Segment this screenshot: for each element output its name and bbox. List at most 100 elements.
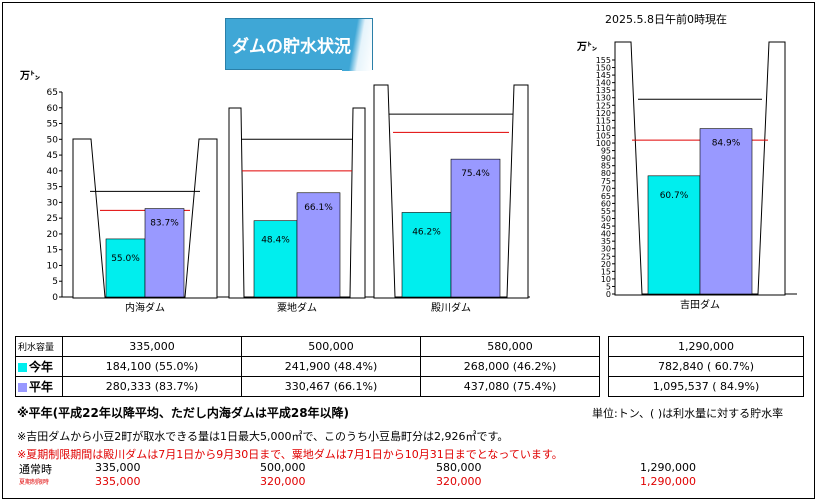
- y-tick-label: 0: [52, 293, 58, 303]
- x-category-label: 吉田ダム: [680, 298, 720, 311]
- page-curl-graphic: [342, 19, 372, 71]
- summer-label: 夏期制限時: [19, 479, 50, 486]
- y-tick-label: 5: [52, 277, 58, 287]
- normal-tonokawa: 580,000: [436, 461, 482, 474]
- y-tick-label: 30: [601, 245, 611, 254]
- bar-label-average: 66.1%: [304, 203, 333, 213]
- dam-wall-outline: [614, 41, 786, 296]
- y-tick-label: 0: [606, 290, 611, 299]
- bar-current: [401, 212, 452, 298]
- average-awachi: 330,467 (66.1%): [241, 376, 421, 397]
- y-tick-label: 45: [601, 222, 611, 231]
- capacity-tonokawa: 580,000: [420, 336, 600, 357]
- y-tick-label: 70: [601, 184, 611, 193]
- x-category-label: 粟地ダム: [277, 301, 317, 314]
- average-tonokawa: 437,080 (75.4%): [420, 376, 600, 397]
- row-label-average-text: 平年: [29, 380, 54, 394]
- bar-label-current: 48.4%: [261, 236, 290, 246]
- y-tick-label: 35: [47, 183, 58, 193]
- swatch-average: [18, 383, 27, 392]
- y-tick-label: 55: [47, 120, 58, 130]
- y-axis-label: 万㌧: [576, 41, 597, 53]
- chart-main-dams: 05101520253035404550556065万㌧55.0%83.7%内海…: [19, 41, 797, 314]
- y-tick-label: 20: [47, 230, 59, 240]
- bar-current: [105, 238, 146, 298]
- y-tick-label: 95: [601, 147, 611, 156]
- y-tick-label: 10: [47, 261, 59, 271]
- table-row-average-yoshida: 1,095,537 ( 84.9%): [608, 376, 804, 397]
- table-row-current-yoshida: 782,840 ( 60.7%): [608, 356, 804, 377]
- dam-wall-outline: [373, 84, 529, 299]
- y-tick-label: 90: [601, 154, 611, 163]
- y-tick-label: 100: [596, 139, 611, 148]
- row-label-capacity: 利水容量: [15, 336, 63, 357]
- row-label-average: 平年: [15, 376, 63, 397]
- y-tick-label: 35: [601, 237, 611, 246]
- y-axis-label: 万㌧: [19, 70, 40, 82]
- row-label-current: 今年: [15, 356, 63, 377]
- table-row-capacity-yoshida: 1,290,000: [608, 336, 804, 357]
- y-tick-label: 25: [47, 214, 58, 224]
- y-tick-label: 115: [596, 116, 611, 125]
- storage-table: 利水容量 335,000 500,000 580,000 今年 184,100 …: [15, 336, 600, 397]
- summer-uchinomi: 335,000: [95, 475, 141, 488]
- summer-awachi: 320,000: [260, 475, 306, 488]
- y-tick-label: 65: [601, 192, 611, 201]
- y-tick-label: 145: [596, 71, 611, 80]
- timestamp: 2025.5.8日午前0時現在: [605, 13, 727, 26]
- x-category-label: 内海ダム: [125, 301, 165, 314]
- bar-label-current: 55.0%: [111, 254, 140, 264]
- summer-yoshida: 1,290,000: [640, 475, 696, 488]
- y-tick-label: 15: [601, 267, 611, 276]
- normal-yoshida: 1,290,000: [640, 461, 696, 474]
- swatch-current: [18, 363, 27, 372]
- bar-label-average: 75.4%: [461, 169, 490, 179]
- y-tick-label: 110: [596, 124, 611, 133]
- unit-note: 単位:トン、( )は利水量に対する貯水率: [592, 407, 784, 420]
- bar-label-current: 46.2%: [412, 227, 441, 237]
- y-tick-label: 80: [601, 169, 611, 178]
- capacity-uchinomi: 335,000: [62, 336, 242, 357]
- current-awachi: 241,900 (48.4%): [241, 356, 421, 377]
- bar-average: [144, 208, 185, 298]
- note-average-definition: ※平年(平成22年以降平均、ただし内海ダムは平成28年以降): [17, 406, 350, 420]
- y-tick-label: 10: [601, 275, 611, 284]
- y-tick-label: 150: [596, 64, 611, 73]
- y-tick-label: 60: [601, 199, 611, 208]
- average-yoshida: 1,095,537 ( 84.9%): [608, 376, 804, 397]
- y-tick-label: 45: [47, 151, 58, 161]
- row-label-current-text: 今年: [29, 360, 54, 374]
- y-tick-label: 85: [601, 162, 611, 171]
- bar-average: [450, 158, 501, 298]
- y-tick-label: 25: [601, 252, 611, 261]
- y-tick-label: 55: [601, 207, 611, 216]
- y-tick-label: 140: [596, 79, 611, 88]
- current-yoshida: 782,840 ( 60.7%): [608, 356, 804, 377]
- y-tick-label: 105: [596, 131, 611, 140]
- current-uchinomi: 184,100 (55.0%): [62, 356, 242, 377]
- y-tick-label: 50: [601, 215, 611, 224]
- capacity-awachi: 500,000: [241, 336, 421, 357]
- page-title: ダムの貯水状況: [232, 37, 351, 57]
- bar-label-average: 84.9%: [712, 139, 741, 149]
- bar-label-average: 83.7%: [150, 219, 179, 229]
- y-tick-label: 20: [601, 260, 611, 269]
- bar-current: [253, 220, 298, 298]
- y-tick-label: 30: [47, 198, 59, 208]
- y-tick-label: 65: [47, 88, 58, 98]
- normal-awachi: 500,000: [260, 461, 306, 474]
- y-tick-label: 120: [596, 109, 611, 118]
- y-tick-label: 15: [47, 246, 58, 256]
- normal-uchinomi: 335,000: [95, 461, 141, 474]
- title-banner: ダムの貯水状況: [225, 18, 373, 71]
- bar-average: [699, 128, 753, 295]
- normal-label: 通常時: [19, 463, 52, 476]
- y-tick-label: 60: [47, 104, 59, 114]
- y-tick-label: 75: [601, 177, 611, 186]
- y-tick-label: 130: [596, 94, 611, 103]
- y-tick-label: 40: [601, 230, 611, 239]
- capacity-yoshida: 1,290,000: [608, 336, 804, 357]
- average-uchinomi: 280,333 (83.7%): [62, 376, 242, 397]
- bar-label-current: 60.7%: [660, 191, 689, 201]
